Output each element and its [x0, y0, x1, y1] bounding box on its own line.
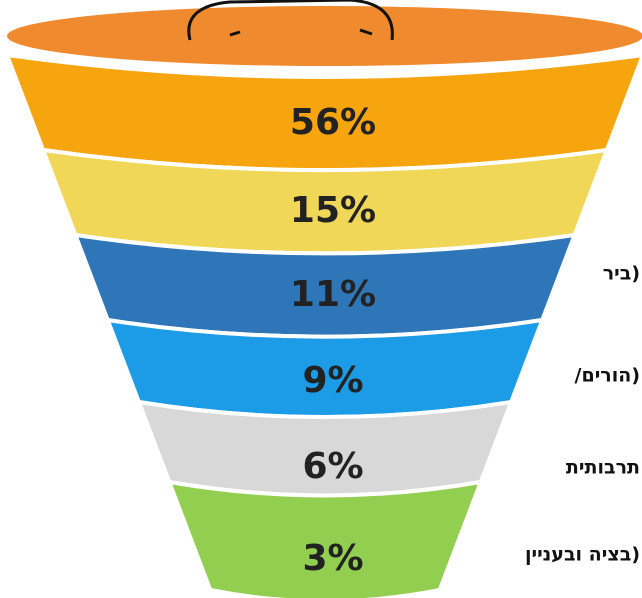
- value-label: 11%: [290, 274, 376, 315]
- funnel-segment: [166, 479, 484, 598]
- value-label: 15%: [290, 190, 376, 231]
- sketch: [187, 0, 394, 41]
- category-label: /הורים): [575, 365, 640, 387]
- value-label: 6%: [302, 446, 363, 487]
- value-label: 56%: [290, 102, 376, 143]
- category-label: ביר): [603, 263, 640, 285]
- value-label: 3%: [302, 538, 363, 579]
- category-label: תרבותית: [566, 457, 640, 479]
- category-label: בציה ובעניין): [525, 544, 640, 566]
- sketch-detail: [229, 28, 373, 37]
- funnel-top: [7, 6, 642, 66]
- value-label: 9%: [302, 360, 363, 401]
